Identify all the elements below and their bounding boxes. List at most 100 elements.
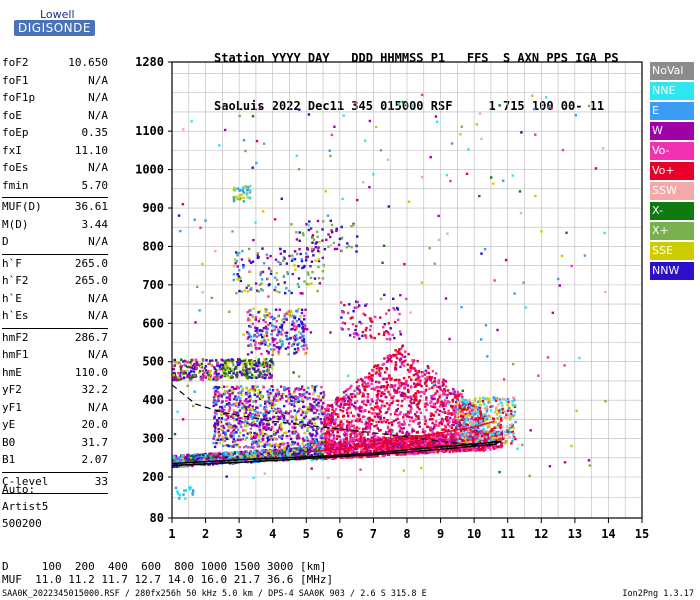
echo-point — [214, 452, 217, 456]
echo-point — [314, 434, 317, 437]
echo-point — [416, 416, 420, 419]
echo-point — [355, 400, 359, 403]
echo-point — [306, 429, 309, 432]
echo-point — [251, 421, 254, 424]
echo-point — [234, 387, 238, 390]
echo-point — [258, 397, 262, 400]
echo-point — [251, 405, 254, 408]
echo-point — [368, 445, 371, 449]
echo-point — [455, 395, 458, 398]
echo-point — [279, 409, 283, 413]
echo-point — [369, 403, 372, 406]
echo-point — [263, 445, 266, 448]
echo-point — [223, 408, 226, 412]
param-value: N/A — [88, 91, 108, 104]
echo-point — [196, 453, 199, 456]
echo-point — [428, 375, 431, 379]
echo-point — [184, 458, 187, 461]
echo-point — [225, 385, 229, 388]
echo-point — [216, 422, 220, 426]
echo-point — [335, 413, 338, 416]
echo-point — [238, 402, 241, 405]
echo-point — [383, 404, 386, 408]
echo-point — [226, 403, 229, 406]
echo-point — [257, 452, 260, 455]
echo-point — [374, 405, 377, 409]
echo-point — [251, 413, 255, 416]
param-value: 20.0 — [81, 418, 109, 431]
echo-point — [377, 381, 381, 384]
echo-point — [337, 399, 340, 402]
echo-point — [467, 446, 470, 449]
echo-point — [198, 453, 201, 457]
echo-point — [315, 456, 318, 459]
echo-point — [312, 397, 315, 401]
echo-point — [274, 456, 277, 459]
echo-point — [376, 407, 379, 410]
echo-point — [317, 444, 320, 448]
echo-point — [238, 435, 241, 438]
echo-point — [324, 440, 328, 444]
echo-point — [401, 383, 404, 386]
echo-point — [214, 389, 218, 393]
echo-point — [271, 405, 275, 409]
param-value: N/A — [88, 73, 108, 87]
echo-point — [437, 413, 441, 416]
echo-point — [358, 432, 361, 435]
echo-point — [442, 435, 446, 438]
echo-point — [212, 463, 215, 466]
echo-point — [322, 413, 325, 416]
echo-point — [428, 441, 432, 444]
echo-point — [359, 437, 362, 440]
echo-point — [441, 410, 444, 414]
echo-point — [280, 454, 284, 457]
echo-point — [267, 426, 271, 430]
echo-point — [251, 385, 254, 388]
echo-point — [270, 385, 273, 388]
param-name: hmE — [2, 365, 22, 379]
echo-point — [451, 437, 455, 440]
echo-point — [220, 425, 223, 428]
echo-point — [303, 425, 306, 428]
echo-point — [282, 453, 285, 456]
echo-point — [453, 396, 457, 399]
echo-point — [215, 439, 218, 442]
param-value: 265.0 — [74, 274, 108, 287]
echo-point — [416, 382, 420, 385]
echo-point — [235, 402, 239, 405]
echo-point — [436, 433, 439, 436]
echo-point — [280, 437, 283, 440]
echo-point — [262, 434, 265, 438]
echo-point — [288, 455, 291, 458]
echo-point — [316, 452, 320, 456]
echo-point — [263, 407, 266, 411]
echo-point — [372, 437, 375, 440]
echo-point — [368, 417, 372, 420]
echo-point — [379, 450, 382, 453]
echo-point — [173, 465, 176, 468]
echo-point — [222, 460, 225, 464]
echo-point — [449, 430, 453, 434]
echo-point — [283, 416, 286, 420]
echo-point — [300, 426, 304, 429]
echo-point — [240, 407, 244, 410]
echo-point — [327, 423, 330, 426]
echo-point — [459, 449, 462, 453]
echo-point — [379, 447, 383, 451]
echo-point — [229, 452, 233, 455]
echo-point — [386, 449, 389, 452]
echo-point — [263, 415, 266, 419]
echo-point — [418, 399, 422, 402]
echo-point — [326, 455, 329, 458]
echo-point — [323, 422, 326, 425]
digisonde-logo: Lowell DIGISONDE — [2, 8, 122, 48]
echo-point — [370, 376, 373, 380]
echo-point — [172, 456, 176, 459]
echo-point — [435, 438, 439, 441]
echo-point — [289, 443, 292, 447]
echo-point — [260, 394, 263, 397]
param-name: foF2 — [2, 56, 29, 69]
echo-point — [370, 418, 373, 421]
echo-point — [441, 417, 444, 421]
echo-point — [245, 408, 248, 412]
